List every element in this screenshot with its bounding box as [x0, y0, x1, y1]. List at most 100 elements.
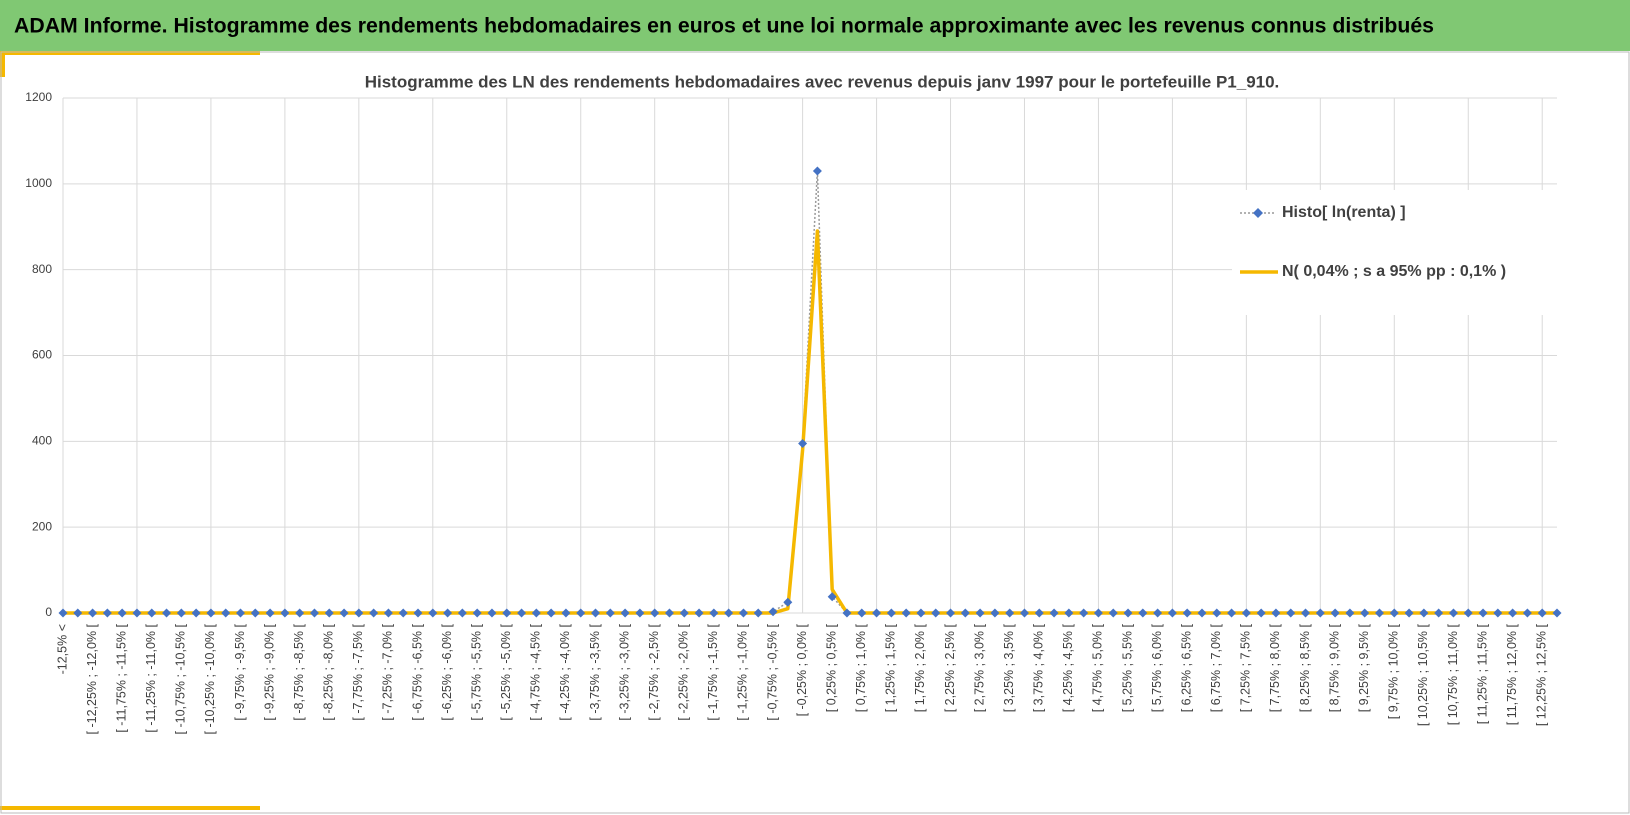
histogram-marker: [487, 608, 497, 618]
x-tick-label: [ 3,75% ; 4,0% [: [1032, 623, 1046, 712]
x-tick-label: [ 6,25% ; 6,5% [: [1179, 623, 1193, 712]
histogram-marker: [369, 608, 379, 618]
histogram-marker: [102, 608, 112, 618]
histogram-marker: [1463, 608, 1473, 618]
histogram-marker: [176, 608, 186, 618]
histogram-marker: [1330, 608, 1340, 618]
histogram-marker: [1522, 608, 1532, 618]
legend-swatch: [1253, 208, 1263, 218]
histogram-marker: [1049, 608, 1059, 618]
x-tick-label: [ -2,75% ; -2,5% [: [647, 623, 661, 720]
x-tick-label: [ 9,75% ; 10,0% [: [1387, 623, 1401, 719]
histogram-marker: [901, 608, 911, 618]
x-tick-label: [ 3,25% ; 3,5% [: [1002, 623, 1016, 712]
histogram-marker: [664, 608, 674, 618]
histogram-marker: [309, 608, 319, 618]
histogram-marker: [1508, 608, 1518, 618]
histogram-marker: [753, 608, 763, 618]
x-tick-label: [ 1,25% ; 1,5% [: [884, 623, 898, 712]
x-tick-label: [ 6,75% ; 7,0% [: [1209, 623, 1223, 712]
x-tick-label: [ 0,75% ; 1,0% [: [854, 623, 868, 712]
histogram-marker: [457, 608, 467, 618]
x-tick-label: [ 8,25% ; 8,5% [: [1298, 623, 1312, 712]
histogram-marker: [117, 608, 127, 618]
histogram-marker: [502, 608, 512, 618]
histogram-marker: [1552, 608, 1562, 618]
histogram-marker: [1005, 608, 1015, 618]
histogram-marker: [517, 608, 527, 618]
histogram-marker: [635, 608, 645, 618]
y-tick-label: 200: [32, 519, 52, 533]
x-tick-label: [ -2,25% ; -2,0% [: [677, 623, 691, 720]
y-tick-label: 400: [32, 434, 52, 448]
x-tick-label: [ 9,25% ; 9,5% [: [1357, 623, 1371, 712]
histogram-marker: [960, 608, 970, 618]
x-tick-label: [ -6,75% ; -6,5% [: [410, 623, 424, 720]
histogram-marker: [265, 608, 275, 618]
histogram-marker: [1286, 608, 1296, 618]
x-tick-label: [ -9,75% ; -9,5% [: [233, 623, 247, 720]
histogram-marker: [413, 608, 423, 618]
x-tick-label: [ -8,75% ; -8,5% [: [292, 623, 306, 720]
x-tick-label: [ 4,75% ; 5,0% [: [1091, 623, 1105, 712]
legend: [1232, 190, 1614, 315]
x-tick-label: [ -1,25% ; -1,0% [: [736, 623, 750, 720]
histogram-marker: [398, 608, 408, 618]
x-tick-label: [ 7,75% ; 8,0% [: [1268, 623, 1282, 712]
histogram-marker: [1182, 608, 1192, 618]
histogram-marker: [1241, 608, 1251, 618]
x-tick-label: [ 2,75% ; 3,0% [: [972, 623, 986, 712]
x-tick-label: [ -4,75% ; -4,5% [: [529, 623, 543, 720]
histogram-marker: [842, 608, 852, 618]
x-tick-label: [ 10,25% ; 10,5% [: [1416, 623, 1430, 726]
histogram-marker: [383, 608, 393, 618]
histogram-marker: [812, 166, 822, 176]
histogram-marker: [1315, 608, 1325, 618]
histogram-marker: [1256, 608, 1266, 618]
y-tick-label: 1200: [25, 90, 52, 104]
accent: [0, 51, 260, 55]
histogram-marker: [768, 607, 778, 617]
histogram-marker: [1493, 608, 1503, 618]
x-tick-label: [ -11,75% ; -11,5% [: [114, 623, 128, 732]
histogram-marker: [1537, 608, 1547, 618]
histogram-marker: [931, 608, 941, 618]
histogram-marker: [1019, 608, 1029, 618]
histogram-marker: [443, 608, 453, 618]
histogram-marker: [576, 608, 586, 618]
histogram-marker: [872, 608, 882, 618]
histogram-marker: [975, 608, 985, 618]
histogram-marker: [620, 608, 630, 618]
x-tick-label: [ -7,75% ; -7,5% [: [351, 623, 365, 720]
histogram-marker: [1123, 608, 1133, 618]
histogram-marker: [1212, 608, 1222, 618]
histogram-marker: [1360, 608, 1370, 618]
histogram-marker: [1271, 608, 1281, 618]
histogram-marker: [1389, 608, 1399, 618]
histogram-marker: [1138, 608, 1148, 618]
x-tick-label: [ 4,25% ; 4,5% [: [1061, 623, 1075, 712]
x-tick-label: [ 5,75% ; 6,0% [: [1150, 623, 1164, 712]
histogram-marker: [1093, 608, 1103, 618]
histogram-marker: [354, 608, 364, 618]
histogram-marker: [694, 608, 704, 618]
histogram-marker: [798, 438, 808, 448]
histogram-marker: [280, 608, 290, 618]
histogram-marker: [1167, 608, 1177, 618]
histogram-marker: [1227, 608, 1237, 618]
histogram-marker: [650, 608, 660, 618]
histogram-marker: [206, 608, 216, 618]
histogram-marker: [1034, 608, 1044, 618]
x-tick-label: [ -11,25% ; -11,0% [: [144, 623, 158, 732]
histogram-marker: [827, 592, 837, 602]
histogram-marker: [1301, 608, 1311, 618]
x-tick-label: [ -8,25% ; -8,0% [: [322, 623, 336, 720]
histogram-marker: [339, 608, 349, 618]
legend-label: Histo[ ln(renta) ]: [1282, 204, 1406, 221]
histogram-marker: [73, 608, 83, 618]
histogram-marker: [546, 608, 556, 618]
histogram-marker: [679, 608, 689, 618]
histogram-marker: [1434, 608, 1444, 618]
